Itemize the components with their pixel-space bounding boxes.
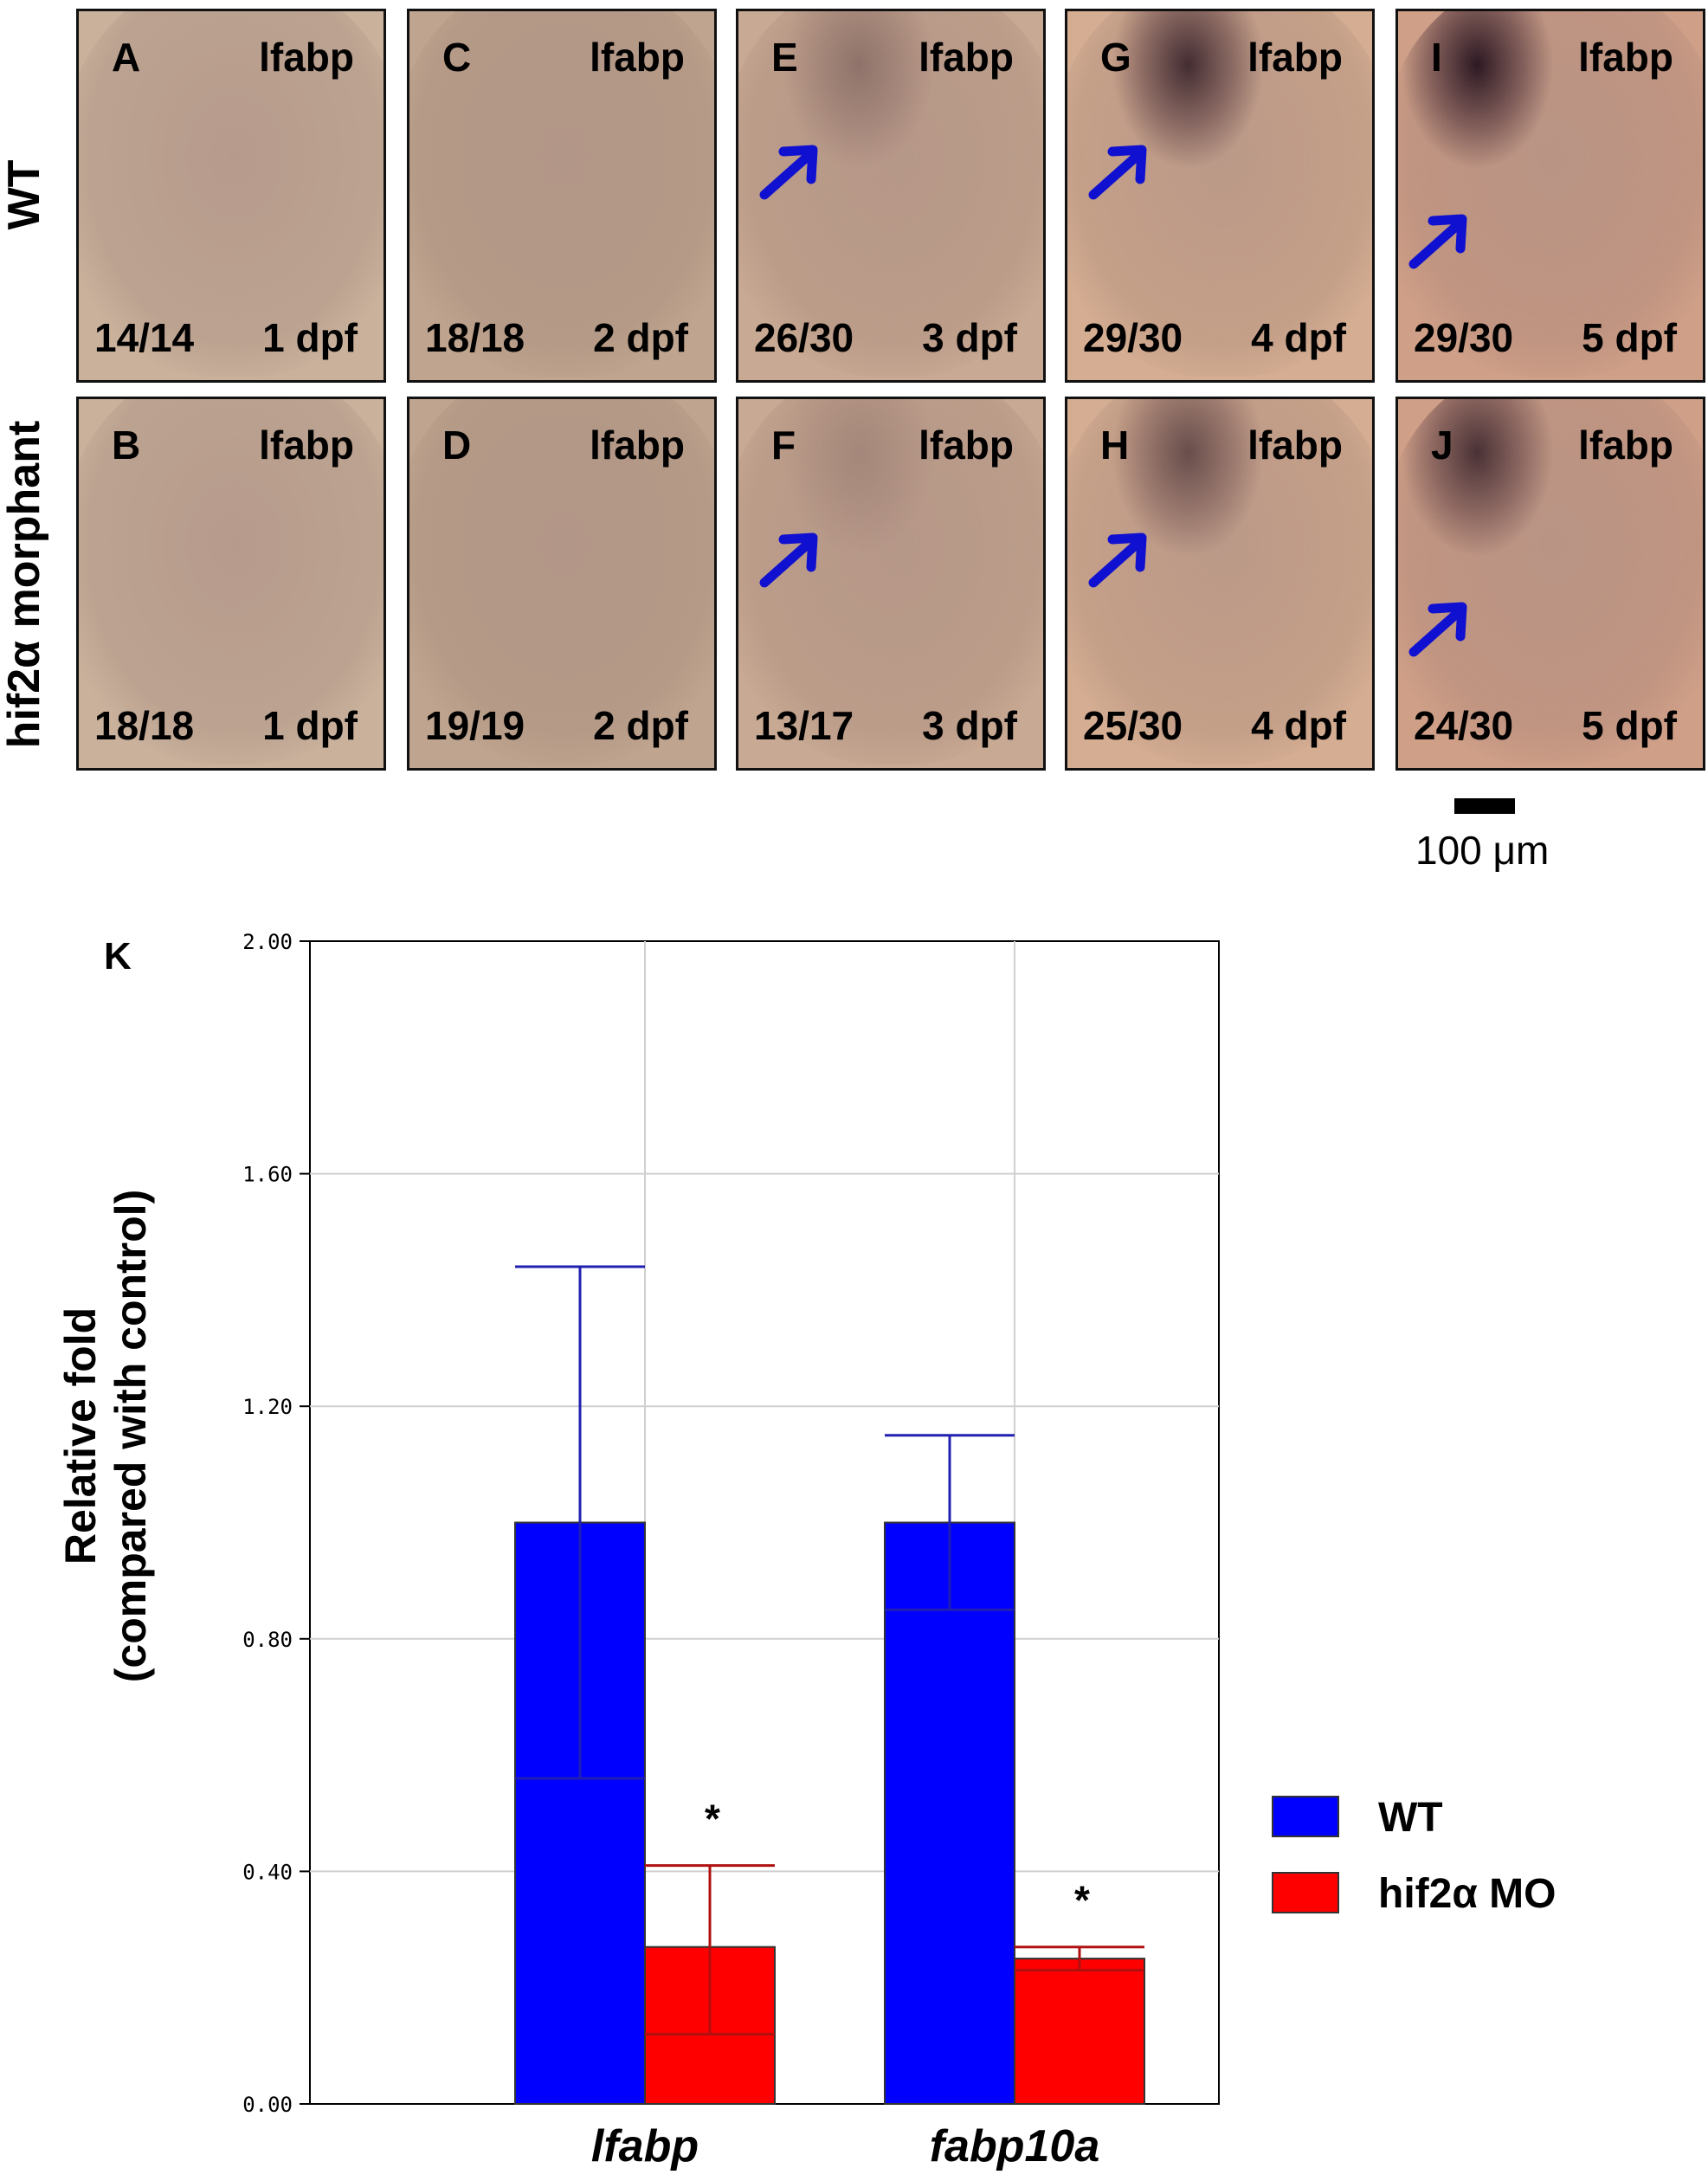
embryo-image — [409, 399, 714, 765]
row-label-wt: WT — [0, 159, 49, 230]
gene-label: lfabp — [918, 35, 1014, 80]
legend-swatch — [1272, 1796, 1339, 1837]
panel-letter: E — [771, 35, 798, 80]
stage-label: 1 dpf — [262, 315, 358, 360]
embryo-image — [1398, 399, 1703, 765]
embryo-image — [738, 399, 1043, 765]
y-tick-label: 0.40 — [242, 1860, 293, 1884]
legend-label: hif2α MO — [1378, 1871, 1557, 1917]
y-tick-label: 0.00 — [242, 2093, 293, 2117]
scale-bar-label: 100 μm — [1415, 828, 1550, 873]
legend-label: WT — [1378, 1795, 1443, 1841]
stage-label: 2 dpf — [593, 703, 688, 748]
panel-letter: D — [442, 423, 472, 468]
panel-letter: I — [1431, 35, 1442, 80]
stage-label: 1 dpf — [262, 703, 358, 748]
embryo-image — [1067, 11, 1372, 377]
bar-hif2-mo-fabp10a — [1014, 1958, 1145, 2105]
embryo-count: 29/30 — [1083, 315, 1183, 360]
gene-label: lfabp — [1247, 423, 1343, 468]
row-label-morphant: hif2α morphant — [0, 420, 49, 749]
gene-label: lfabp — [259, 35, 354, 80]
bar-wt-fabp10a — [884, 1521, 1015, 2105]
bar-chart: 0.00 0.40 0.80 1.20 1.60 2.00 * * lfabp fabp10a Re… — [56, 930, 1557, 2171]
panel-letter: F — [771, 423, 796, 468]
scale-bar — [1454, 798, 1515, 814]
embryo-count: 24/30 — [1414, 703, 1514, 748]
y-tick-label: 2.00 — [242, 930, 293, 954]
plot-frame — [309, 940, 1220, 2105]
gene-label: lfabp — [1247, 35, 1343, 80]
significance-marker: * — [705, 1797, 720, 1842]
panel-letter: B — [112, 423, 141, 468]
embryo-image — [1398, 11, 1703, 377]
stage-label: 5 dpf — [1582, 703, 1677, 748]
blue-arrow-icon — [1408, 214, 1467, 269]
embryo-image — [409, 11, 714, 377]
embryo-image — [79, 399, 383, 765]
blue-arrow-icon — [1088, 145, 1147, 200]
gene-label: lfabp — [590, 423, 685, 468]
blue-arrow-icon — [1088, 532, 1147, 588]
stage-label: 3 dpf — [922, 315, 1017, 360]
panel-letter: J — [1431, 423, 1453, 468]
y-axis-label-line2: (compared with control) — [106, 1190, 155, 1682]
significance-marker: * — [1074, 1878, 1090, 1923]
gene-label: lfabp — [1578, 35, 1673, 80]
embryo-count: 19/19 — [425, 703, 525, 748]
blue-arrow-icon — [759, 532, 818, 588]
stage-label: 2 dpf — [593, 315, 688, 360]
embryo-count: 18/18 — [425, 315, 525, 360]
gene-label: lfabp — [1578, 423, 1673, 468]
panel-letter: H — [1100, 423, 1130, 468]
legend-swatch — [1272, 1872, 1339, 1913]
panel-letter: G — [1100, 35, 1131, 80]
y-axis-label-line1: Relative fold — [56, 1307, 105, 1565]
blue-arrow-icon — [1408, 602, 1467, 657]
y-tick-label: 1.60 — [242, 1163, 293, 1187]
stage-label: 5 dpf — [1582, 315, 1677, 360]
blue-arrow-icon — [759, 145, 818, 200]
chart-panel-letter: K — [104, 935, 132, 978]
panel-letter: C — [442, 35, 472, 80]
embryo-count: 18/18 — [94, 703, 195, 748]
embryo-count: 13/17 — [754, 703, 854, 748]
embryo-image — [1067, 399, 1372, 765]
embryo-count: 29/30 — [1414, 315, 1514, 360]
embryo-image — [79, 11, 383, 377]
gene-label: lfabp — [590, 35, 685, 80]
y-tick-label: 0.80 — [242, 1628, 293, 1652]
stage-label: 3 dpf — [922, 703, 1017, 748]
gene-label: lfabp — [918, 423, 1014, 468]
embryo-count: 14/14 — [94, 315, 195, 360]
embryo-image — [738, 11, 1043, 377]
embryo-count: 25/30 — [1083, 703, 1183, 748]
embryo-count: 26/30 — [754, 315, 854, 360]
y-tick-label: 1.20 — [242, 1395, 293, 1419]
stage-label: 4 dpf — [1251, 315, 1346, 360]
stage-label: 4 dpf — [1251, 703, 1346, 748]
x-category-label: fabp10a — [930, 2121, 1100, 2171]
x-category-label: lfabp — [591, 2121, 699, 2171]
panel-letter: A — [112, 35, 141, 80]
gene-label: lfabp — [259, 423, 354, 468]
